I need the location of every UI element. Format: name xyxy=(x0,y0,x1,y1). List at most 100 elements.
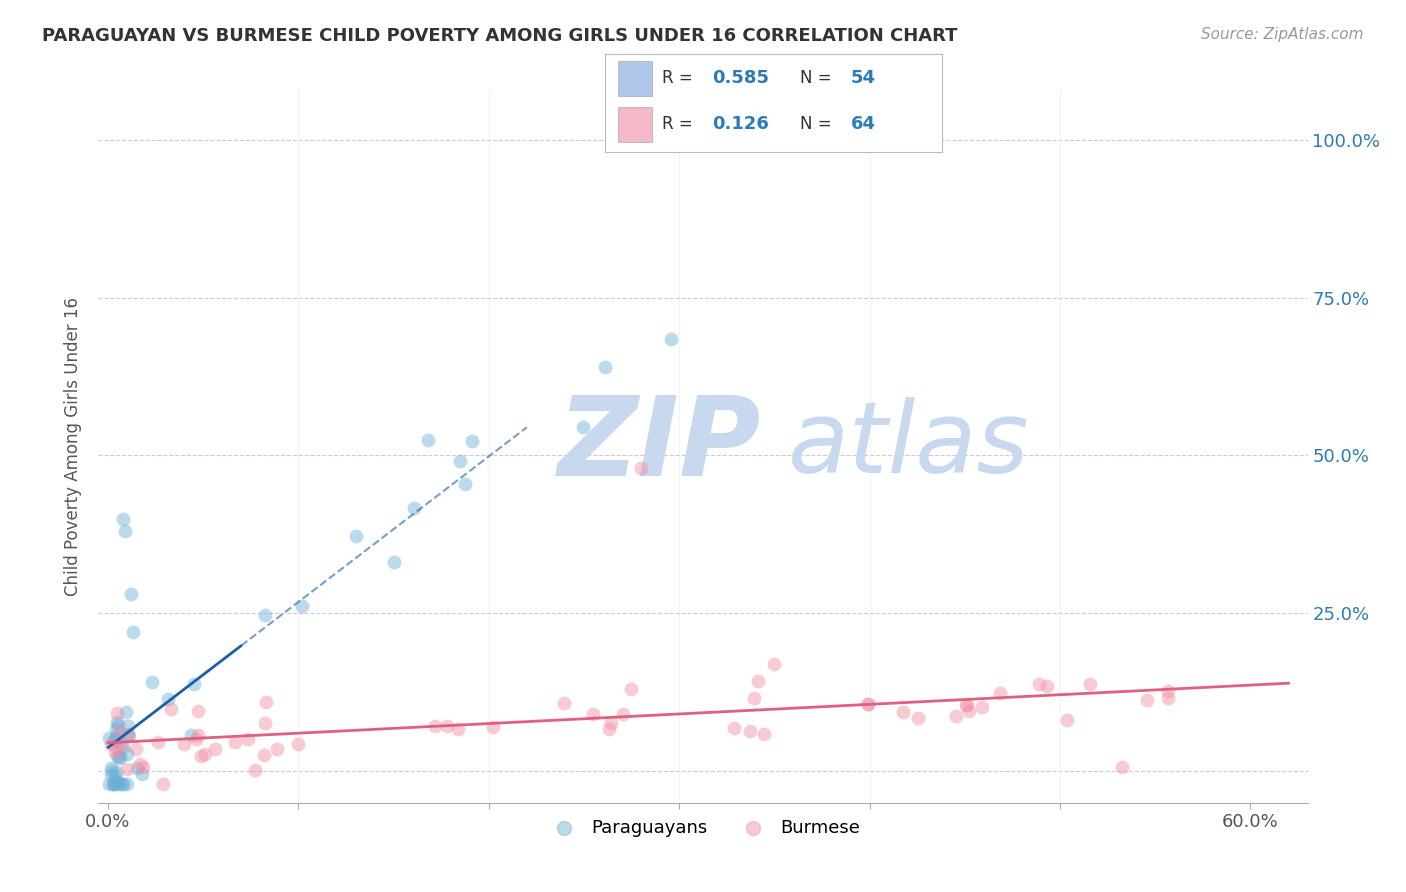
Point xyxy=(100,767,122,781)
Point xyxy=(957,704,980,718)
Point xyxy=(105,741,128,756)
Point xyxy=(598,722,620,736)
Text: PARAGUAYAN VS BURMESE CHILD POVERTY AMONG GIRLS UNDER 16 CORRELATION CHART: PARAGUAYAN VS BURMESE CHILD POVERTY AMON… xyxy=(42,27,957,45)
Point xyxy=(100,760,122,774)
Point xyxy=(619,682,641,697)
Point xyxy=(105,765,128,780)
Text: ZIP: ZIP xyxy=(558,392,762,500)
Point xyxy=(112,739,135,754)
Point xyxy=(104,722,127,736)
Text: N =: N = xyxy=(800,115,837,133)
Point xyxy=(1035,680,1057,694)
Point xyxy=(159,702,181,716)
Point xyxy=(141,675,163,690)
Point xyxy=(183,677,205,691)
Point xyxy=(447,722,470,736)
Point xyxy=(187,704,209,718)
Bar xyxy=(619,62,652,95)
Point xyxy=(1111,760,1133,774)
Point xyxy=(103,777,125,791)
Point xyxy=(157,691,180,706)
Point xyxy=(115,762,138,776)
Text: 0.126: 0.126 xyxy=(713,115,769,133)
Point xyxy=(114,524,136,539)
Point xyxy=(956,698,979,713)
Point xyxy=(105,774,128,789)
Point xyxy=(117,727,139,741)
Point xyxy=(253,747,276,762)
Point xyxy=(482,720,505,734)
Point xyxy=(107,718,129,732)
Point xyxy=(194,747,217,762)
Point xyxy=(723,722,745,736)
Point xyxy=(104,745,127,759)
Point xyxy=(110,738,132,752)
Point xyxy=(287,738,309,752)
Point xyxy=(173,737,195,751)
Point xyxy=(856,697,879,711)
Point xyxy=(630,461,652,475)
Point xyxy=(449,454,471,468)
Point xyxy=(454,477,477,491)
Point xyxy=(108,723,131,738)
Point xyxy=(103,777,125,791)
Point xyxy=(103,777,125,791)
Text: N =: N = xyxy=(800,69,837,87)
Point xyxy=(128,757,150,772)
Point xyxy=(117,777,139,791)
Point xyxy=(103,733,125,747)
Point xyxy=(108,749,131,764)
Point xyxy=(104,769,127,783)
Point xyxy=(970,700,993,714)
Text: R =: R = xyxy=(662,115,697,133)
Point xyxy=(253,715,276,730)
Point xyxy=(742,691,765,706)
Point xyxy=(1157,690,1180,705)
Point xyxy=(266,742,288,756)
Point xyxy=(111,777,134,791)
Point xyxy=(747,674,769,689)
Point xyxy=(582,706,605,721)
Point xyxy=(291,599,314,613)
Text: R =: R = xyxy=(662,69,697,87)
Point xyxy=(112,511,135,525)
Point xyxy=(190,749,212,764)
Point xyxy=(114,706,136,720)
Point xyxy=(104,731,127,745)
Point xyxy=(1056,713,1078,727)
Point xyxy=(112,777,135,791)
Point xyxy=(572,420,595,434)
Point xyxy=(105,731,128,745)
Point xyxy=(121,625,143,640)
Point xyxy=(752,726,775,740)
Point xyxy=(131,766,153,780)
Point xyxy=(856,697,879,711)
Point xyxy=(100,737,122,751)
Text: 64: 64 xyxy=(851,115,876,133)
Point xyxy=(600,716,623,731)
Point xyxy=(105,715,128,730)
Point xyxy=(105,706,128,720)
Point xyxy=(186,731,208,746)
Point xyxy=(740,723,762,738)
Point xyxy=(117,747,139,762)
Point xyxy=(132,760,155,774)
Point xyxy=(108,777,131,791)
Point xyxy=(204,742,226,756)
Point xyxy=(612,706,634,721)
Point xyxy=(101,764,124,779)
Point xyxy=(254,607,277,622)
Point xyxy=(243,763,266,777)
Point xyxy=(105,749,128,764)
Point xyxy=(460,434,482,448)
Text: atlas: atlas xyxy=(787,398,1029,494)
Legend: Paraguayans, Burmese: Paraguayans, Burmese xyxy=(538,812,868,844)
Point xyxy=(425,719,447,733)
Point xyxy=(1078,677,1101,691)
Point xyxy=(945,709,967,723)
Point xyxy=(762,657,785,672)
Point xyxy=(152,777,174,791)
Point xyxy=(224,735,246,749)
Text: 54: 54 xyxy=(851,69,876,87)
Point xyxy=(436,719,458,733)
